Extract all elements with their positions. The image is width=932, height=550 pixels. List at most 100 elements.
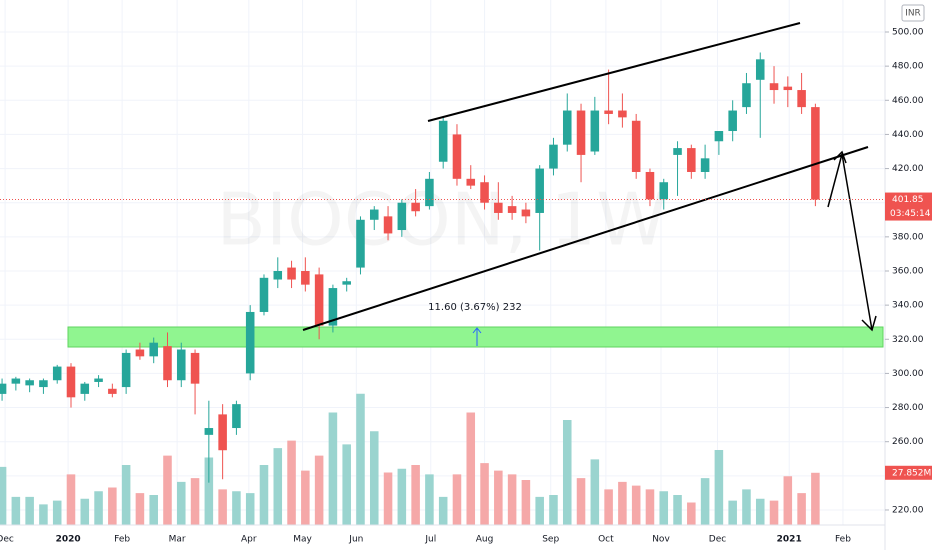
volume-bar bbox=[811, 472, 820, 525]
candle-body bbox=[218, 414, 227, 451]
volume-bar bbox=[66, 474, 76, 525]
candle-body bbox=[728, 110, 737, 132]
last-price-box bbox=[885, 192, 932, 221]
candle-body bbox=[562, 110, 572, 145]
drawings bbox=[302, 22, 877, 332]
volume-bar bbox=[714, 450, 724, 525]
volume-bar bbox=[135, 493, 145, 525]
watermark: BIOCON, 1W bbox=[217, 178, 668, 262]
y-tick-label: 440.00 bbox=[892, 130, 924, 140]
volume-label: 27.852M bbox=[892, 468, 931, 478]
y-tick-label: 360.00 bbox=[892, 266, 924, 276]
candle-body bbox=[259, 277, 269, 312]
x-tick-label: 2020 bbox=[56, 535, 81, 545]
candle-body bbox=[52, 366, 62, 381]
candle-body bbox=[755, 59, 765, 80]
candle-body bbox=[452, 134, 462, 179]
x-tick-label: Oct bbox=[598, 535, 614, 545]
volume-bar bbox=[356, 393, 365, 525]
axes: 220.00240.00260.00280.00300.00320.00340.… bbox=[0, 28, 932, 545]
candle-body bbox=[673, 148, 682, 155]
volume-bar bbox=[494, 470, 503, 525]
volume-bar bbox=[562, 420, 572, 525]
volume-bar bbox=[438, 496, 448, 525]
candle-body bbox=[273, 270, 283, 280]
candle-body bbox=[783, 86, 793, 91]
candle-body bbox=[397, 202, 407, 231]
volume-bar bbox=[177, 481, 186, 525]
volume-bar bbox=[535, 496, 544, 525]
volume-bar bbox=[618, 481, 627, 525]
volume-bar bbox=[728, 500, 737, 525]
candle-body bbox=[80, 383, 90, 394]
last-price-label: 401.85 bbox=[892, 195, 924, 205]
volume-bar bbox=[645, 489, 655, 525]
x-tick-label: Jul bbox=[424, 535, 436, 545]
volume-bar bbox=[259, 465, 269, 525]
volume-bar bbox=[549, 495, 558, 525]
volume-bar bbox=[301, 470, 310, 525]
candle-body bbox=[25, 380, 34, 386]
y-tick-label: 320.00 bbox=[892, 335, 924, 345]
candle-body bbox=[163, 346, 172, 381]
candle-body bbox=[645, 171, 655, 200]
candle-body bbox=[535, 168, 544, 213]
y-tick-label: 500.00 bbox=[892, 28, 924, 38]
volume-bar bbox=[163, 455, 172, 525]
volume-bar bbox=[39, 504, 48, 525]
candle-body bbox=[494, 202, 503, 213]
x-tick-label: Dec bbox=[709, 535, 726, 545]
candle-body bbox=[438, 120, 448, 162]
candle-body bbox=[811, 107, 820, 200]
candle-body bbox=[507, 206, 517, 213]
channel-upper bbox=[427, 22, 801, 122]
y-tick-label: 420.00 bbox=[892, 164, 924, 174]
candle-body bbox=[521, 209, 531, 217]
candle-body bbox=[342, 281, 351, 285]
volume-bar bbox=[314, 455, 324, 525]
x-tick-label: Jun bbox=[348, 535, 363, 545]
x-tick-label: Dec bbox=[0, 535, 14, 545]
candle-body bbox=[301, 270, 310, 285]
volume-bar bbox=[452, 474, 462, 525]
volume-bar bbox=[245, 493, 255, 525]
volume-bar bbox=[590, 459, 600, 525]
volume-label-box bbox=[885, 465, 932, 480]
candle-layer bbox=[0, 52, 820, 483]
arrow-head bbox=[861, 315, 877, 332]
channel-lower bbox=[302, 146, 869, 331]
y-tick-label: 220.00 bbox=[892, 505, 924, 515]
volume-bar bbox=[52, 500, 62, 525]
candle-body bbox=[11, 378, 21, 384]
candle-body bbox=[618, 110, 627, 118]
x-tick-label: 2021 bbox=[777, 535, 802, 545]
x-tick-label: May bbox=[293, 535, 312, 545]
volume-bar bbox=[94, 491, 103, 525]
candle-body bbox=[204, 428, 214, 435]
y-tick-label: 340.00 bbox=[892, 301, 924, 311]
y-tick-label: 300.00 bbox=[892, 369, 924, 379]
candle-body bbox=[135, 349, 145, 357]
y-tick-label: 460.00 bbox=[892, 96, 924, 106]
volume-bar bbox=[11, 496, 21, 525]
volume-bar bbox=[687, 502, 696, 525]
volume-layer bbox=[0, 393, 820, 525]
volume-bar bbox=[673, 495, 682, 525]
y-tick-label: 260.00 bbox=[892, 437, 924, 447]
volume-bar bbox=[507, 474, 517, 525]
candle-body bbox=[576, 110, 586, 155]
candle-body bbox=[121, 352, 131, 388]
candle-body bbox=[797, 90, 806, 108]
volume-bar bbox=[411, 465, 420, 525]
candle-body bbox=[287, 267, 296, 280]
x-tick-label: Mar bbox=[169, 535, 186, 545]
volume-bar bbox=[659, 491, 669, 525]
x-tick-label: Feb bbox=[835, 535, 851, 545]
countdown: 03:45:14 bbox=[890, 209, 931, 219]
volume-bar bbox=[232, 491, 241, 525]
currency-box bbox=[901, 4, 925, 22]
volume-bar bbox=[149, 495, 158, 525]
candle-body bbox=[245, 311, 255, 374]
candle-body bbox=[356, 219, 365, 268]
